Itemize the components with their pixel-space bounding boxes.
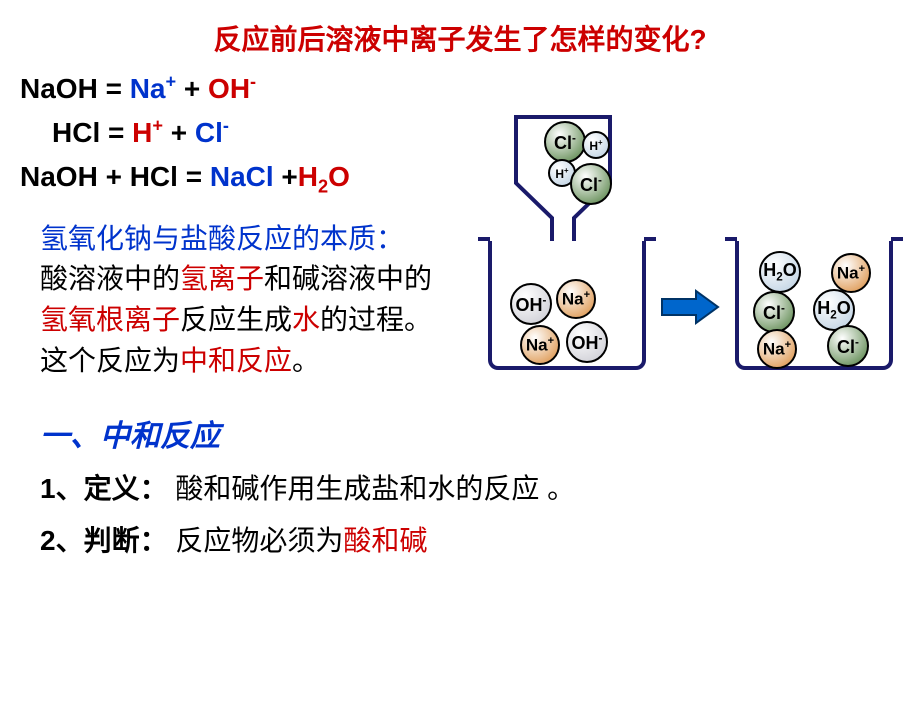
sodium-ion-icon: Na+	[520, 325, 560, 365]
sodium-ion-icon: Na+	[556, 279, 596, 319]
exp-neutralization: 中和反应	[180, 345, 292, 376]
def1-label: 、定义：	[56, 473, 168, 504]
eq3-lhs: NaOH + HCl =	[20, 161, 210, 192]
eq1-na: Na+	[130, 73, 176, 104]
chloride-ion-icon: Cl-	[570, 163, 612, 205]
funnel: Cl-H+H+Cl-	[508, 113, 618, 243]
eq3-h2o: H2O	[298, 161, 350, 192]
def2-label: 、判断：	[56, 525, 168, 556]
beaker-before: OH-Na+ Na+OH-	[488, 241, 646, 370]
exp-t4b: 。	[292, 345, 320, 376]
sodium-ion-icon: Na+	[757, 329, 797, 369]
eq2-cl: Cl-	[195, 117, 229, 148]
eq2-plus: +	[163, 117, 195, 148]
sodium-ion-icon: Na+	[831, 253, 871, 293]
def2-num: 2	[40, 525, 56, 556]
exp-hydrogen-ion: 氢离子	[180, 263, 264, 294]
page-title: 反应前后溶液中离子发生了怎样的变化?	[0, 18, 920, 58]
eq2-lhs: HCl =	[52, 117, 132, 148]
exp-t2c: 和碱溶液中的	[264, 263, 432, 294]
section-header: 一、中和反应	[40, 411, 920, 455]
exp-t3b: 反应生成	[180, 304, 292, 335]
exp-water: 水	[292, 304, 320, 335]
definition-1: 1、定义： 酸和碱作用生成盐和水的反应 。	[40, 467, 920, 507]
water-molecule-icon: H2O	[759, 251, 801, 293]
hydrogen-ion-icon: H+	[582, 131, 610, 159]
definition-2: 2、判断： 反应物必须为酸和碱	[40, 519, 920, 559]
eq1-lhs: NaOH =	[20, 73, 130, 104]
def2-t1: 反应物必须为	[168, 525, 344, 556]
def1-num: 1	[40, 473, 56, 504]
explain-line1: 氢氧化钠与盐酸反应的本质：	[40, 223, 404, 254]
hydroxide-ion-icon: OH-	[566, 321, 608, 363]
def2-acid-base: 酸和碱	[343, 525, 427, 556]
beaker-after: H2ONa+Cl-H2ONa+Cl-	[735, 241, 893, 370]
chloride-ion-icon: Cl-	[544, 121, 586, 163]
reaction-diagram: Cl-H+H+Cl- OH-Na+Na+OH- H2ONa+Cl-H2ONa+C…	[470, 113, 910, 403]
def1-text: 酸和碱作用生成盐和水的反应 。	[168, 473, 576, 504]
arrow-icon	[660, 289, 720, 325]
eq2-h: H+	[132, 117, 163, 148]
exp-t2a: 酸溶液中的	[40, 263, 180, 294]
equation-1: NaOH = Na+ + OH-	[20, 68, 920, 110]
chloride-ion-icon: Cl-	[827, 325, 869, 367]
explanation-block: 氢氧化钠与盐酸反应的本质： 酸溶液中的氢离子和碱溶液中的氢氧根离子反应生成水的过…	[40, 219, 450, 381]
exp-hydroxide-ion: 氢氧根离子	[40, 304, 180, 335]
chloride-ion-icon: Cl-	[753, 291, 795, 333]
eq3-plus: +	[281, 161, 297, 192]
eq3-nacl: NaCl	[210, 161, 282, 192]
eq1-oh: OH-	[208, 73, 256, 104]
eq1-plus: +	[176, 73, 208, 104]
hydroxide-ion-icon: OH-	[510, 283, 552, 325]
